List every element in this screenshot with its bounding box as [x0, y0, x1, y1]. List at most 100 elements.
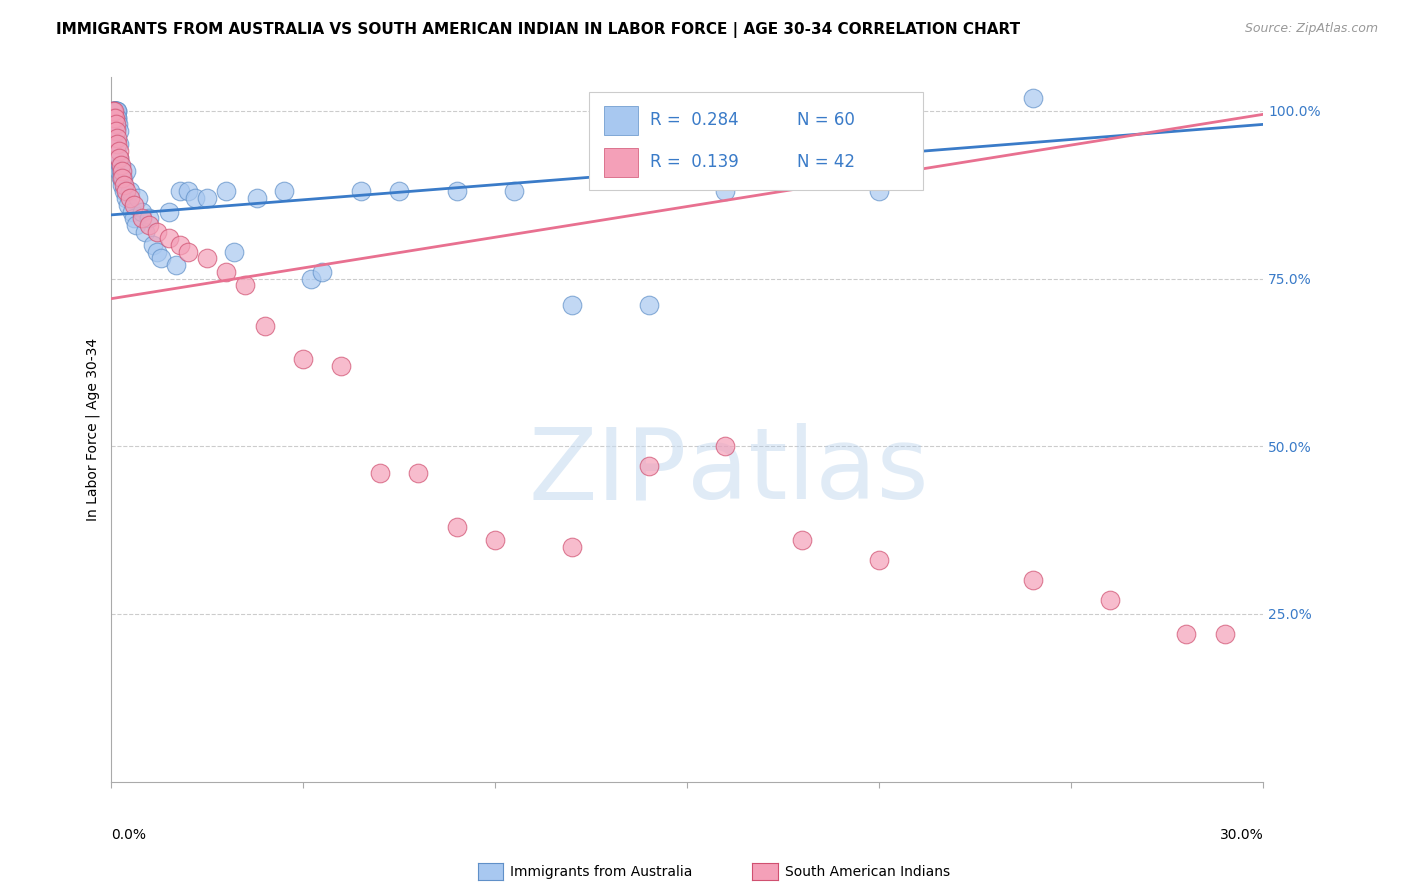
FancyBboxPatch shape — [589, 92, 924, 190]
Point — [103, 103, 125, 118]
Point — [107, 137, 129, 152]
Point — [108, 164, 131, 178]
FancyBboxPatch shape — [605, 105, 637, 136]
Y-axis label: In Labor Force | Age 30-34: In Labor Force | Age 30-34 — [86, 338, 100, 521]
Point — [142, 238, 165, 252]
FancyBboxPatch shape — [605, 148, 637, 178]
Point — [311, 265, 333, 279]
Point — [503, 185, 526, 199]
Point — [110, 164, 132, 178]
Point — [1022, 90, 1045, 104]
Point — [111, 164, 134, 178]
Text: South American Indians: South American Indians — [785, 865, 949, 880]
Point — [368, 466, 391, 480]
Point — [291, 352, 314, 367]
Point — [103, 103, 125, 118]
Point — [637, 459, 659, 474]
Text: R =  0.284: R = 0.284 — [650, 111, 738, 128]
Point — [146, 244, 169, 259]
Point — [138, 218, 160, 232]
Point — [157, 204, 180, 219]
Text: N = 60: N = 60 — [797, 111, 855, 128]
Point — [104, 103, 127, 118]
Point — [107, 137, 129, 152]
Point — [107, 111, 129, 125]
Text: R =  0.139: R = 0.139 — [650, 153, 740, 171]
Point — [299, 271, 322, 285]
Point — [103, 103, 125, 118]
Point — [177, 185, 200, 199]
Point — [108, 158, 131, 172]
Text: Immigrants from Australia: Immigrants from Australia — [510, 865, 693, 880]
Point — [1022, 574, 1045, 588]
Point — [446, 519, 468, 533]
Point — [714, 439, 737, 453]
Point — [131, 211, 153, 226]
Point — [868, 185, 890, 199]
Point — [104, 103, 127, 118]
Point — [195, 191, 218, 205]
Point — [637, 298, 659, 312]
Point — [125, 218, 148, 232]
Point — [253, 318, 276, 333]
Point — [215, 265, 238, 279]
Point — [215, 185, 238, 199]
Point — [104, 103, 127, 118]
Point — [561, 298, 583, 312]
Point — [868, 553, 890, 567]
Point — [349, 185, 371, 199]
Point — [101, 103, 124, 118]
Point — [184, 191, 207, 205]
Point — [792, 533, 814, 548]
Point — [101, 103, 124, 118]
Point — [484, 533, 506, 548]
Point — [177, 244, 200, 259]
Point — [146, 225, 169, 239]
Point — [105, 103, 128, 118]
Point — [105, 103, 128, 118]
Text: 30.0%: 30.0% — [1219, 829, 1263, 842]
Text: Source: ZipAtlas.com: Source: ZipAtlas.com — [1244, 22, 1378, 36]
Point — [112, 171, 135, 186]
Point — [131, 204, 153, 219]
Point — [117, 198, 139, 212]
Point — [108, 151, 131, 165]
Point — [107, 117, 129, 131]
Point — [120, 191, 142, 205]
Text: N = 42: N = 42 — [797, 153, 855, 171]
Point — [103, 103, 125, 118]
Point — [108, 151, 131, 165]
Point — [104, 111, 127, 125]
Point — [122, 198, 145, 212]
Point — [388, 185, 411, 199]
Point — [330, 359, 353, 373]
Point — [110, 171, 132, 186]
Point — [104, 117, 127, 131]
Point — [446, 185, 468, 199]
Point — [134, 225, 156, 239]
Point — [714, 185, 737, 199]
Point — [165, 258, 187, 272]
Point — [1098, 593, 1121, 607]
Point — [138, 211, 160, 226]
Point — [246, 191, 269, 205]
Point — [115, 164, 138, 178]
Point — [169, 238, 191, 252]
Text: atlas: atlas — [688, 423, 929, 520]
Point — [233, 278, 256, 293]
Point — [406, 466, 429, 480]
Point — [195, 252, 218, 266]
Point — [105, 124, 128, 138]
Point — [120, 185, 142, 199]
Text: 0.0%: 0.0% — [111, 829, 146, 842]
Point — [561, 540, 583, 554]
Point — [105, 111, 128, 125]
Point — [222, 244, 245, 259]
Point — [1175, 627, 1198, 641]
Point — [105, 103, 128, 118]
Text: IMMIGRANTS FROM AUSTRALIA VS SOUTH AMERICAN INDIAN IN LABOR FORCE | AGE 30-34 CO: IMMIGRANTS FROM AUSTRALIA VS SOUTH AMERI… — [56, 22, 1021, 38]
Point — [104, 103, 127, 118]
Point — [107, 124, 129, 138]
Point — [112, 178, 135, 192]
Text: ZIP: ZIP — [529, 423, 688, 520]
